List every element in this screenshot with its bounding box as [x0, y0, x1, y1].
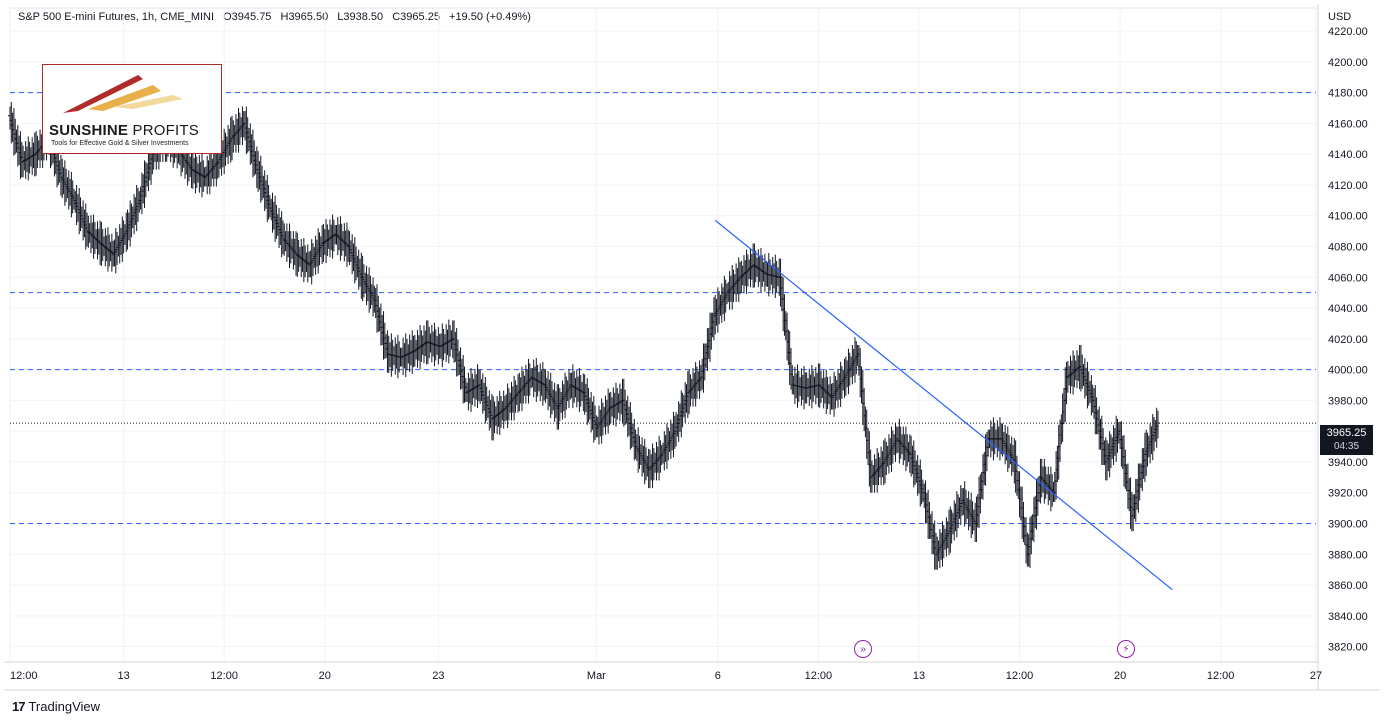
tradingview-branding[interactable]: 17 TradingView [12, 699, 100, 714]
bar-countdown: 04:35 [1333, 441, 1360, 452]
x-tick-label: 13 [117, 670, 129, 682]
earnings-event-icon[interactable]: ⚡ [1117, 640, 1135, 658]
tradingview-label: TradingView [28, 699, 101, 714]
horizontal-levels [10, 92, 1316, 525]
y-tick-label: 3860.00 [1328, 580, 1368, 592]
x-tick-label: 27 [1310, 670, 1322, 682]
trendline-group [714, 219, 1173, 591]
current-price: 3965.25 [1326, 427, 1367, 439]
y-tick-label: 3820.00 [1328, 642, 1368, 654]
y-tick-label: 3940.00 [1328, 457, 1368, 469]
x-tick-label: 23 [432, 670, 444, 682]
y-tick-label: 3880.00 [1328, 549, 1368, 561]
x-tick-label: 12:00 [1207, 670, 1235, 682]
x-tick-label: 12:00 [10, 670, 38, 682]
x-tick-label: 13 [913, 670, 925, 682]
y-tick-label: 4200.00 [1328, 57, 1368, 69]
y-tick-label: 4220.00 [1328, 26, 1368, 38]
ohlc-open: O3945.75 [223, 11, 272, 23]
ohlc-high: H3965.50 [280, 11, 329, 23]
symbol-header: S&P 500 E-mini Futures, 1h, CME_MINI O39… [18, 11, 537, 23]
y-tick-label: 3980.00 [1328, 395, 1368, 407]
logo-tagline: Tools for Effective Gold & Silver Invest… [51, 140, 189, 147]
y-tick-label: 4080.00 [1328, 242, 1368, 254]
y-tick-label: 3920.00 [1328, 488, 1368, 500]
ohlc-low: L3938.50 [337, 11, 384, 23]
symbol-title[interactable]: S&P 500 E-mini Futures, 1h, CME_MINI [18, 11, 215, 23]
x-tick-label: 12:00 [805, 670, 833, 682]
y-tick-label: 3840.00 [1328, 611, 1368, 623]
ohlc-close: C3965.25 [392, 11, 440, 23]
y-tick-label: 4060.00 [1328, 272, 1368, 284]
y-tick-label: 4000.00 [1328, 365, 1368, 377]
x-tick-label: 20 [1114, 670, 1126, 682]
y-tick-label: 4100.00 [1328, 211, 1368, 223]
x-tick-label: Mar [587, 670, 606, 682]
x-tick-label: 12:00 [1006, 670, 1034, 682]
dividend-event-icon[interactable]: » [854, 640, 872, 658]
logo-swoosh-icon [63, 75, 183, 113]
y-tick-label: 4120.00 [1328, 180, 1368, 192]
x-tick-label: 6 [715, 670, 721, 682]
x-tick-label: 12:00 [210, 670, 238, 682]
sunshine-profits-logo: SUNSHINE PROFITS Tools for Effective Gol… [42, 64, 222, 154]
y-tick-label: 4160.00 [1328, 118, 1368, 130]
y-tick-label: 4020.00 [1328, 334, 1368, 346]
y-tick-label: 3900.00 [1328, 519, 1368, 531]
currency-label[interactable]: USD [1328, 11, 1352, 23]
ohlc-change: +19.50 (+0.49%) [449, 11, 531, 23]
x-tick-label: 20 [319, 670, 331, 682]
trendline [714, 219, 1173, 591]
logo-name: SUNSHINE PROFITS [49, 122, 199, 139]
y-tick-label: 4040.00 [1328, 303, 1368, 315]
tradingview-logo-icon: 17 [12, 699, 26, 714]
y-tick-label: 4140.00 [1328, 149, 1368, 161]
current-price-label: 3965.25 04:35 [1320, 425, 1373, 455]
price-series [8, 101, 1160, 570]
y-tick-label: 4180.00 [1328, 88, 1368, 100]
